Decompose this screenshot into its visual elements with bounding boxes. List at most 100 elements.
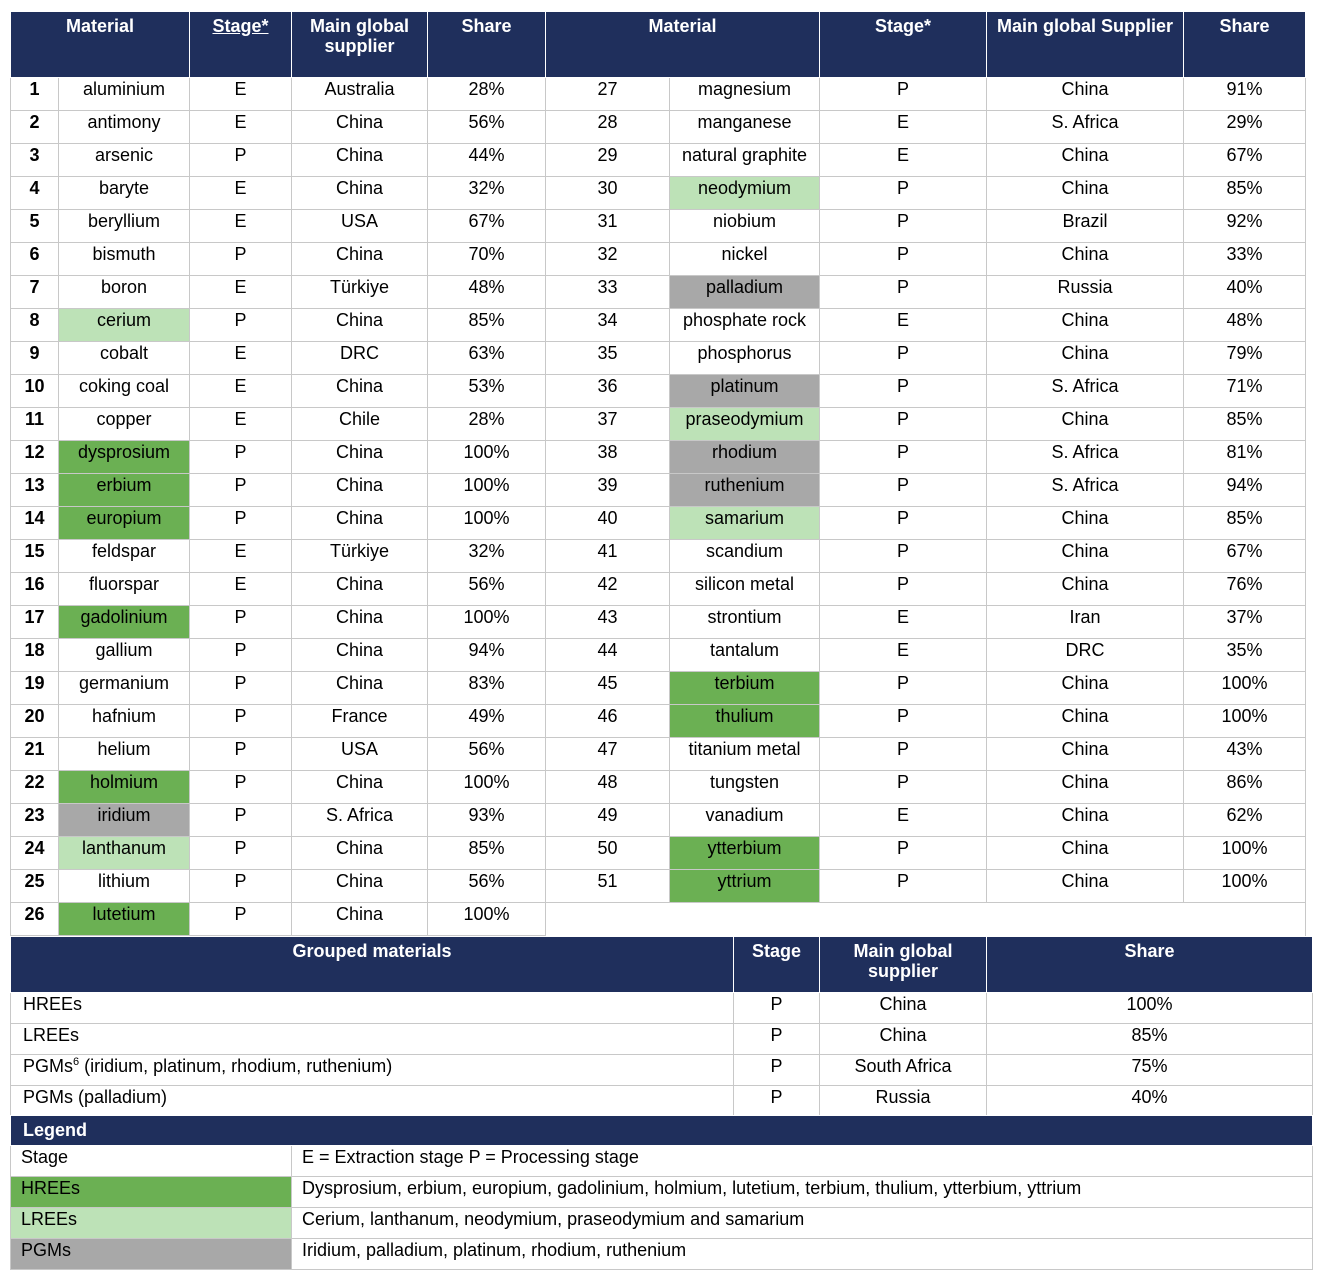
supplier-cell: S. Africa bbox=[291, 803, 428, 837]
material-name: vanadium bbox=[669, 803, 820, 837]
legend-key-pgm: PGMs bbox=[10, 1238, 292, 1270]
supplier-cell: China bbox=[986, 506, 1184, 540]
stage-cell: P bbox=[819, 374, 987, 408]
row-number: 10 bbox=[10, 374, 59, 408]
header-stage-right: Stage* bbox=[819, 11, 987, 78]
stage-cell: E bbox=[189, 110, 292, 144]
table-row: 17 gadolinium P China 100% 43 strontium E Iran 37… bbox=[10, 605, 1306, 639]
share-cell: 56% bbox=[427, 572, 546, 606]
share-cell: 85% bbox=[427, 308, 546, 342]
stage-cell: E bbox=[189, 77, 292, 111]
share-cell: 93% bbox=[427, 803, 546, 837]
row-number: 35 bbox=[545, 341, 670, 375]
table-row: 24 lanthanum P China 85% 50 ytterbium P China 100… bbox=[10, 836, 1306, 870]
supplier-cell: Türkiye bbox=[291, 275, 428, 309]
stage-cell: P bbox=[819, 242, 987, 276]
header-stage: Stage* bbox=[189, 11, 292, 78]
share-cell: 49% bbox=[427, 704, 546, 738]
material-name: germanium bbox=[58, 671, 190, 705]
share-cell: 85% bbox=[1183, 407, 1306, 441]
supplier-cell: China bbox=[291, 308, 428, 342]
stage-cell: E bbox=[189, 341, 292, 375]
supplier-cell: China bbox=[291, 440, 428, 474]
material-name: baryte bbox=[58, 176, 190, 210]
share-cell: 83% bbox=[427, 671, 546, 705]
stage-cell: P bbox=[819, 77, 987, 111]
material-name: antimony bbox=[58, 110, 190, 144]
table-row: 9 cobalt E DRC 63% 35 phosphorus P China 79% bbox=[10, 341, 1306, 375]
footnote-marker: 6 bbox=[73, 1056, 80, 1068]
share-cell: 56% bbox=[427, 110, 546, 144]
row-number: 14 bbox=[10, 506, 59, 540]
share-cell: 100% bbox=[427, 440, 546, 474]
row-number: 38 bbox=[545, 440, 670, 474]
material-name: gallium bbox=[58, 638, 190, 672]
supplier-cell: Russia bbox=[986, 275, 1184, 309]
row-number: 45 bbox=[545, 671, 670, 705]
table-row: 14 europium P China 100% 40 samarium P China 85% bbox=[10, 506, 1306, 540]
table-row: 6 bismuth P China 70% 32 nickel P China 33% bbox=[10, 242, 1306, 276]
row-number: 11 bbox=[10, 407, 59, 441]
share-cell: 32% bbox=[427, 539, 546, 573]
stage-cell: P bbox=[189, 869, 292, 903]
table-row: 23 iridium P S. Africa 93% 49 vanadium E China 62… bbox=[10, 803, 1306, 837]
table-row: 1 aluminium E Australia 28% 27 magnesium P China… bbox=[10, 77, 1306, 111]
material-name: natural graphite bbox=[669, 143, 820, 177]
share-cell: 43% bbox=[1183, 737, 1306, 771]
material-name: iridium bbox=[58, 803, 190, 837]
row-number: 43 bbox=[545, 605, 670, 639]
share-cell: 85% bbox=[1183, 176, 1306, 210]
grouped-name: LREEs bbox=[10, 1023, 734, 1055]
table-row: 2 antimony E China 56% 28 manganese E S. Africa 2… bbox=[10, 110, 1306, 144]
supplier-cell: China bbox=[986, 704, 1184, 738]
stage-cell: P bbox=[189, 638, 292, 672]
table-row: 15 feldspar E Türkiye 32% 41 scandium P China 67% bbox=[10, 539, 1306, 573]
table-row: 4 baryte E China 32% 30 neodymium P China 85% bbox=[10, 176, 1306, 210]
material-name: arsenic bbox=[58, 143, 190, 177]
grouped-supplier: China bbox=[819, 992, 987, 1024]
share-cell: 28% bbox=[427, 77, 546, 111]
stage-cell: P bbox=[819, 869, 987, 903]
row-number: 12 bbox=[10, 440, 59, 474]
supplier-cell: China bbox=[291, 506, 428, 540]
supplier-cell: China bbox=[291, 671, 428, 705]
row-number: 22 bbox=[10, 770, 59, 804]
material-name: erbium bbox=[58, 473, 190, 507]
legend-row: HREEs Dysprosium, erbium, europium, gado… bbox=[10, 1176, 1314, 1208]
row-number: 41 bbox=[545, 539, 670, 573]
row-number: 33 bbox=[545, 275, 670, 309]
share-cell: 33% bbox=[1183, 242, 1306, 276]
stage-cell: P bbox=[819, 836, 987, 870]
stage-cell: P bbox=[819, 737, 987, 771]
legend-header-row: Legend bbox=[9, 1115, 1314, 1146]
table-row: 18 gallium P China 94% 44 tantalum E DRC 35% bbox=[10, 638, 1306, 672]
header-material: Material bbox=[10, 11, 190, 78]
share-cell: 48% bbox=[427, 275, 546, 309]
row-number: 28 bbox=[545, 110, 670, 144]
row-number: 32 bbox=[545, 242, 670, 276]
row-number: 34 bbox=[545, 308, 670, 342]
supplier-cell: China bbox=[986, 836, 1184, 870]
supplier-cell: S. Africa bbox=[986, 473, 1184, 507]
table-row: 7 boron E Türkiye 48% 33 palladium P Russia 40% bbox=[10, 275, 1306, 309]
header-grouped-materials: Grouped materials bbox=[10, 936, 734, 993]
share-cell: 100% bbox=[1183, 869, 1306, 903]
row-number: 21 bbox=[10, 737, 59, 771]
row-number: 15 bbox=[10, 539, 59, 573]
grouped-stage: P bbox=[733, 1054, 820, 1086]
stage-cell: E bbox=[819, 605, 987, 639]
grouped-supplier: South Africa bbox=[819, 1054, 987, 1086]
grouped-header-row: Grouped materials Stage Main global supp… bbox=[10, 936, 1313, 993]
material-name: boron bbox=[58, 275, 190, 309]
legend-row: PGMs Iridium, palladium, platinum, rhodi… bbox=[10, 1238, 1314, 1270]
grouped-stage: P bbox=[733, 992, 820, 1024]
row-number: 44 bbox=[545, 638, 670, 672]
supplier-cell: Australia bbox=[291, 77, 428, 111]
row-number: 40 bbox=[545, 506, 670, 540]
supplier-cell: China bbox=[986, 803, 1184, 837]
share-cell: 67% bbox=[1183, 539, 1306, 573]
share-cell: 100% bbox=[427, 770, 546, 804]
stage-cell: E bbox=[819, 143, 987, 177]
supplier-cell: China bbox=[291, 110, 428, 144]
grouped-stage: P bbox=[733, 1023, 820, 1055]
